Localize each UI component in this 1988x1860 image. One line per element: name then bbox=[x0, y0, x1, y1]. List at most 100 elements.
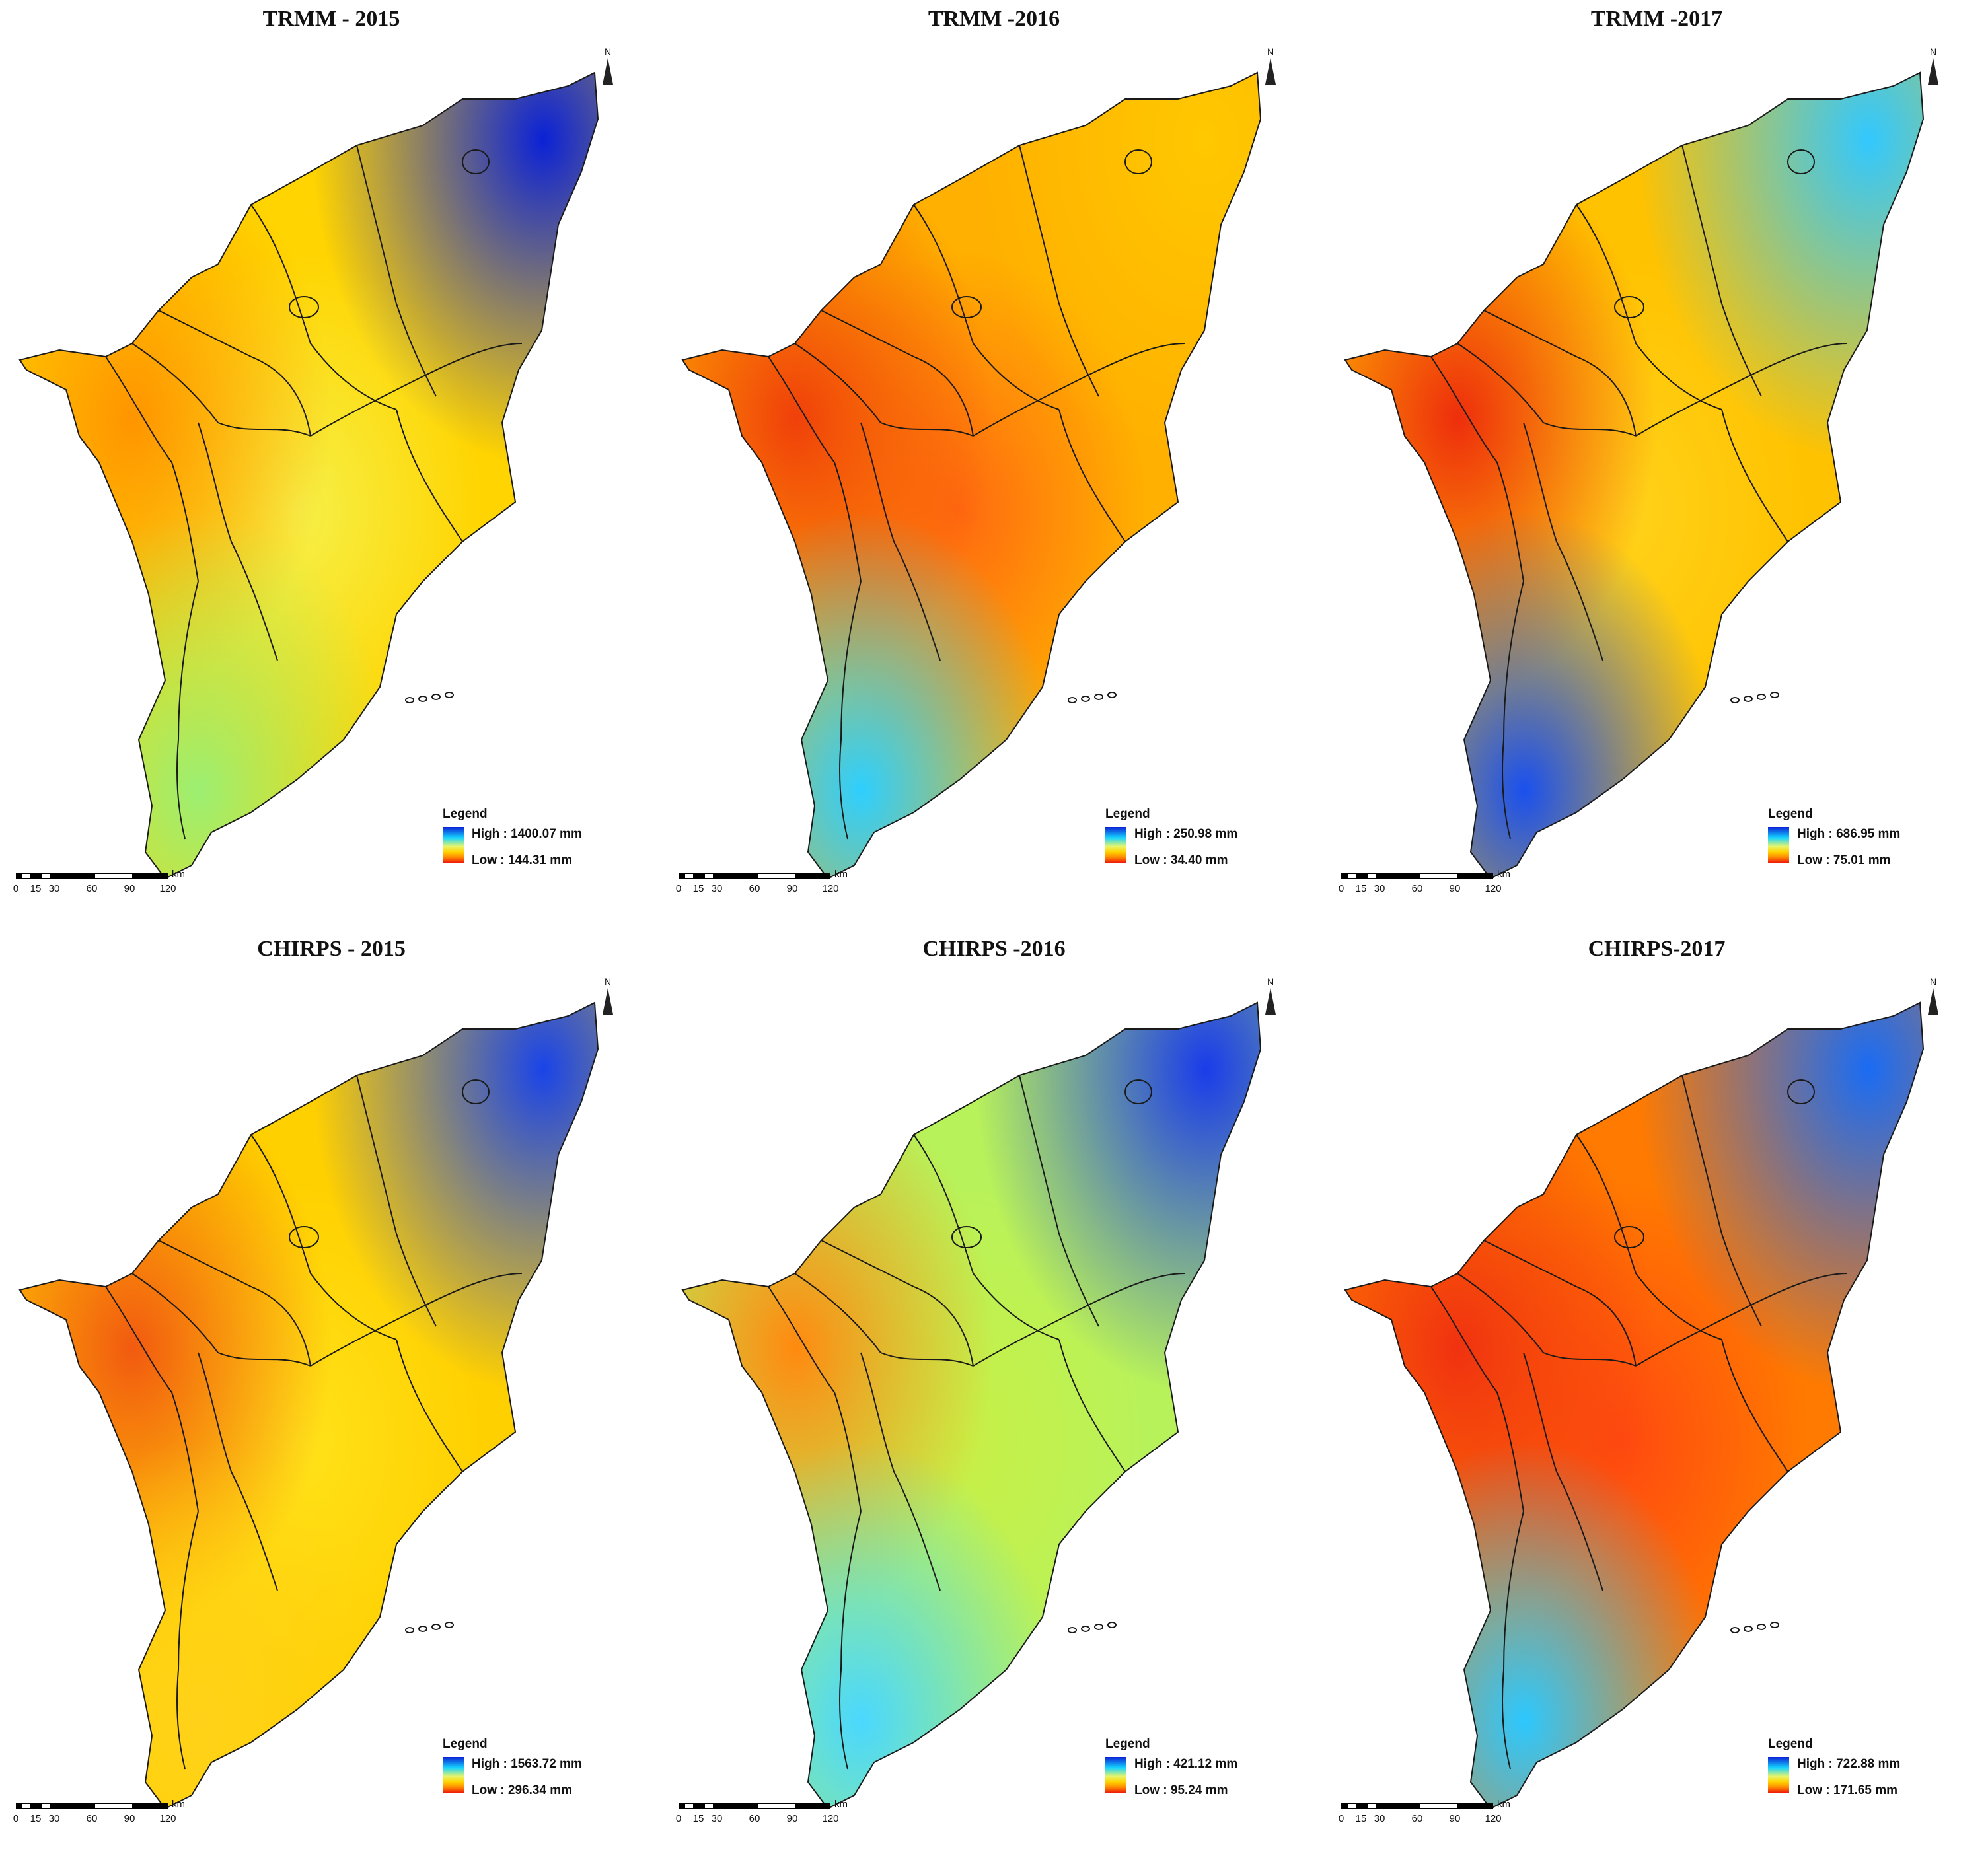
district-boundary bbox=[794, 343, 974, 437]
legend-low-value: Low : 95.24 mm bbox=[1134, 1783, 1228, 1797]
district-boundary bbox=[1483, 310, 1637, 437]
legend: Legend High : 1563.72 mm Low : 296.34 mm bbox=[443, 1737, 614, 1810]
scale-tick: 15 bbox=[692, 1813, 704, 1824]
legend-high-value: High : 250.98 mm bbox=[1134, 827, 1238, 841]
legend: Legend High : 686.95 mm Low : 75.01 mm bbox=[1768, 807, 1940, 880]
district-boundary bbox=[973, 1273, 1185, 1367]
coastal-islands bbox=[1730, 692, 1779, 703]
rainfall-surface bbox=[20, 1003, 598, 1808]
district-boundary bbox=[860, 1352, 941, 1591]
district-boundary bbox=[396, 1339, 463, 1472]
district-boundary bbox=[198, 1352, 278, 1591]
district-boundary bbox=[860, 422, 941, 661]
legend-high-value: High : 421.12 mm bbox=[1134, 1757, 1238, 1771]
scale-unit: km bbox=[172, 1799, 185, 1810]
scale-tick: 60 bbox=[86, 883, 98, 894]
scale-tick: 0 bbox=[1338, 1813, 1344, 1824]
scale-tick: 15 bbox=[1355, 1813, 1367, 1824]
district-boundary bbox=[1019, 1075, 1099, 1327]
coastal-islands bbox=[405, 692, 454, 703]
scale-tick: 30 bbox=[1374, 1813, 1385, 1824]
legend-color-ramp bbox=[443, 827, 464, 863]
district-boundary bbox=[1635, 1273, 1848, 1367]
rainfall-map bbox=[18, 1001, 599, 1810]
rainfall-map bbox=[681, 1001, 1262, 1810]
north-label: N bbox=[604, 976, 612, 987]
legend-high-value: High : 1563.72 mm bbox=[472, 1757, 582, 1771]
panel-title: TRMM -2016 bbox=[928, 7, 1060, 31]
district-boundary bbox=[1523, 1352, 1603, 1591]
scale-tick: 120 bbox=[822, 1813, 839, 1824]
scale-tick: 60 bbox=[1411, 883, 1423, 894]
district-boundary bbox=[1721, 1339, 1788, 1472]
scale-tick: 0 bbox=[675, 1813, 682, 1824]
coastal-islands bbox=[405, 1622, 454, 1633]
north-arrow-icon bbox=[1928, 988, 1938, 1015]
scale-tick: 15 bbox=[30, 883, 42, 894]
scale-bar: km 0 15 30 60 90 120 bbox=[1339, 869, 1526, 902]
legend-title: Legend bbox=[1105, 1737, 1150, 1751]
lake-outline bbox=[1787, 1079, 1815, 1104]
district-boundary bbox=[131, 343, 311, 437]
rainfall-surface bbox=[682, 1003, 1261, 1808]
district-boundary bbox=[250, 204, 397, 410]
lake-outline bbox=[1787, 149, 1815, 174]
panel-title: CHIRPS-2017 bbox=[1588, 937, 1726, 961]
scale-tick: 30 bbox=[711, 883, 723, 894]
coastal-islands bbox=[1730, 1622, 1779, 1633]
scale-bar-line bbox=[1341, 1803, 1493, 1809]
state-boundary bbox=[681, 71, 1262, 880]
north-label: N bbox=[1929, 976, 1937, 987]
district-boundary bbox=[973, 343, 1185, 437]
panel-title: CHIRPS - 2015 bbox=[257, 937, 406, 961]
scale-tick: 15 bbox=[30, 1813, 42, 1824]
map-panel-trmm-2017: TRMM -2017 bbox=[1325, 0, 1988, 930]
north-arrow-icon bbox=[1265, 988, 1276, 1015]
district-boundaries bbox=[1430, 1075, 1848, 1770]
rainfall-surface bbox=[682, 73, 1261, 878]
legend-title: Legend bbox=[1105, 807, 1150, 821]
district-boundary bbox=[1457, 343, 1637, 437]
scale-tick: 120 bbox=[1485, 883, 1502, 894]
coastal-islands bbox=[1068, 692, 1117, 703]
panel-title: TRMM - 2015 bbox=[262, 7, 400, 31]
district-boundary bbox=[768, 356, 862, 582]
scale-tick: 60 bbox=[86, 1813, 98, 1824]
scale-unit: km bbox=[172, 869, 185, 880]
district-boundary bbox=[1576, 1134, 1722, 1340]
district-boundary bbox=[821, 1240, 974, 1367]
map-panel-chirps-2017: CHIRPS-2017 bbox=[1325, 930, 1988, 1860]
scale-tick: 90 bbox=[1449, 883, 1461, 894]
scale-tick: 60 bbox=[749, 883, 760, 894]
north-arrow: N bbox=[595, 976, 621, 1029]
state-boundary bbox=[18, 1001, 599, 1810]
district-boundary bbox=[1635, 343, 1848, 437]
district-boundary bbox=[176, 581, 199, 840]
scale-bar: km 0 15 30 60 90 120 bbox=[1338, 1799, 1526, 1832]
scale-bar-line bbox=[679, 873, 830, 879]
lake-outline bbox=[951, 1226, 982, 1248]
north-arrow: N bbox=[1920, 46, 1946, 99]
lake-outline bbox=[951, 296, 982, 318]
legend-low-value: Low : 75.01 mm bbox=[1797, 853, 1891, 867]
legend-color-ramp bbox=[1105, 1757, 1126, 1793]
legend-color-ramp bbox=[443, 1757, 464, 1793]
district-boundary bbox=[913, 1134, 1060, 1340]
district-boundary bbox=[158, 310, 311, 437]
scale-tick: 60 bbox=[749, 1813, 760, 1824]
scale-tick: 30 bbox=[48, 883, 60, 894]
lake-outline bbox=[1124, 149, 1152, 174]
scale-tick: 30 bbox=[48, 1813, 60, 1824]
legend-high-value: High : 722.88 mm bbox=[1797, 1757, 1901, 1771]
scale-bar-line bbox=[16, 873, 168, 879]
district-boundary bbox=[1502, 581, 1524, 840]
legend: Legend High : 421.12 mm Low : 95.24 mm bbox=[1105, 1737, 1277, 1810]
district-boundary bbox=[310, 343, 523, 437]
scale-tick: 120 bbox=[159, 1813, 176, 1824]
coastal-islands bbox=[1068, 1622, 1117, 1633]
scale-bar: km 0 15 30 60 90 120 bbox=[13, 1799, 201, 1832]
district-boundaries bbox=[105, 145, 523, 840]
legend-low-value: Low : 296.34 mm bbox=[472, 1783, 573, 1797]
legend-title: Legend bbox=[1768, 807, 1813, 821]
district-boundary bbox=[839, 581, 862, 840]
